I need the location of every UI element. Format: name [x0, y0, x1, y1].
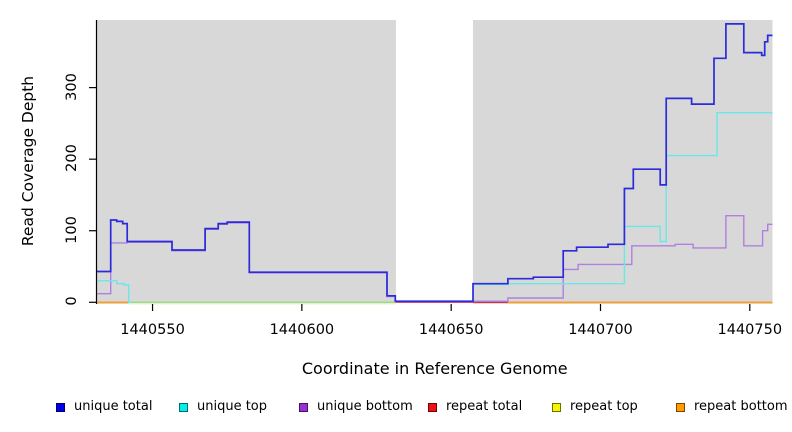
legend-item-unique-top: unique top	[179, 400, 267, 414]
legend-swatch-icon	[552, 402, 561, 412]
x-tick-label: 1440550	[120, 322, 185, 338]
legend-label: repeat total	[446, 399, 523, 414]
legend-item-repeat-top: repeat top	[552, 400, 638, 414]
legend-swatch-icon	[179, 402, 188, 412]
x-tick-label: 1440750	[717, 322, 783, 338]
legend-swatch-icon	[428, 402, 437, 412]
series-line-unique-top	[97, 280, 132, 303]
coverage-gap-band	[395, 20, 473, 304]
x-tick-label: 1440650	[418, 322, 484, 338]
legend-label: unique total	[74, 399, 153, 414]
y-tick-label: 0	[64, 296, 80, 306]
legend-label: repeat bottom	[694, 399, 788, 414]
y-tick-label: 100	[64, 215, 80, 244]
x-axis-title: Coordinate in Reference Genome	[301, 359, 568, 378]
legend-swatch-icon	[56, 402, 65, 412]
legend-swatch-icon	[299, 402, 308, 412]
x-tick-label: 1440700	[568, 322, 633, 338]
legend-label: repeat top	[570, 399, 638, 414]
legend-item-repeat-total: repeat total	[428, 400, 522, 414]
y-tick-label: 200	[64, 144, 80, 173]
y-tick-label: 300	[64, 72, 80, 101]
legend-item-unique-bottom: unique bottom	[299, 400, 413, 414]
legend-item-repeat-bottom: repeat bottom	[676, 400, 788, 414]
legend-item-unique-total: unique total	[56, 400, 152, 414]
y-axis-title: Read Coverage Depth	[19, 75, 37, 247]
legend-label: unique top	[197, 399, 268, 414]
legend-label: unique bottom	[317, 399, 413, 414]
legend-swatch-icon	[676, 402, 685, 412]
x-tick-label: 1440600	[269, 322, 335, 338]
series-line-unique-total	[97, 23, 773, 303]
